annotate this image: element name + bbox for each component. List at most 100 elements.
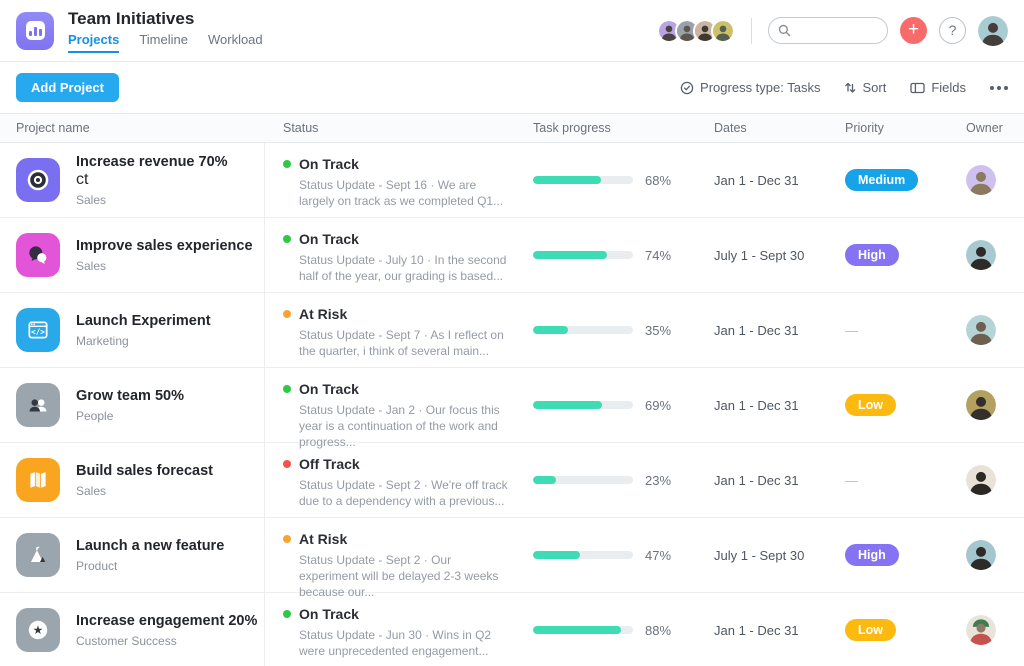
fields-button[interactable]: Fields — [910, 80, 966, 95]
status-dot — [283, 235, 291, 243]
status-dot — [283, 160, 291, 168]
priority-badge[interactable]: High — [845, 544, 899, 566]
project-name[interactable]: Launch Experiment — [76, 313, 211, 329]
project-name[interactable]: Launch a new feature — [76, 538, 225, 554]
avatar[interactable] — [657, 18, 681, 43]
owner-avatar[interactable] — [966, 390, 996, 420]
progress-percent: 88% — [645, 622, 672, 638]
owner-avatar[interactable] — [966, 165, 996, 195]
more-options-button[interactable] — [990, 85, 1008, 90]
table-row[interactable]: Increase revenue 70% ct Sales On Track S… — [0, 143, 1024, 218]
priority-badge[interactable]: High — [845, 244, 899, 266]
table-row[interactable]: Grow team 50% People On Track Status Upd… — [0, 368, 1024, 449]
table-row[interactable]: Build sales forecast Sales Off Track Sta… — [0, 443, 1024, 518]
divider — [751, 17, 752, 44]
project-name[interactable]: Increase engagement 20% — [76, 613, 258, 629]
priority-badge[interactable]: Low — [845, 619, 896, 641]
column-header-task-progress[interactable]: Task progress — [533, 121, 611, 135]
top-header: Team Initiatives Projects Timeline Workl… — [0, 0, 1024, 62]
status-dot — [283, 535, 291, 543]
star-circle-icon: ★ — [16, 608, 60, 652]
project-name[interactable]: Increase revenue 70% — [76, 154, 228, 170]
current-user-avatar[interactable] — [978, 15, 1008, 46]
column-header-project-name[interactable]: Project name — [16, 121, 90, 135]
progress-type-button[interactable]: Progress type: Tasks — [680, 80, 820, 95]
sort-arrows-icon — [845, 82, 856, 93]
column-header-priority[interactable]: Priority — [845, 121, 884, 135]
mountain-flag-icon — [16, 533, 60, 577]
status-label: Off Track — [299, 456, 360, 472]
status-update-text: Status Update - Jan 2 · Our focus this y… — [299, 403, 500, 449]
quick-add-button[interactable]: + — [900, 17, 927, 44]
owner-avatar[interactable] — [966, 615, 996, 645]
date-range: Jan 1 - Dec 31 — [714, 322, 799, 338]
help-button[interactable]: ? — [939, 17, 966, 44]
search-box[interactable] — [768, 17, 888, 44]
table-row[interactable]: </> Launch Experiment Marketing At Risk … — [0, 293, 1024, 368]
date-range: Jan 1 - Dec 31 — [714, 172, 799, 188]
status-update-text: Status Update - Sept 2 · Our experiment … — [299, 553, 499, 599]
avatar[interactable] — [675, 18, 699, 43]
table-row[interactable]: Launch a new feature Product At Risk Sta… — [0, 518, 1024, 599]
table-row[interactable]: ★ Increase engagement 20% Customer Succe… — [0, 593, 1024, 666]
column-header-status[interactable]: Status — [283, 121, 319, 135]
project-team: Customer Success — [76, 634, 177, 648]
date-range: Jan 1 - Dec 31 — [714, 472, 799, 488]
svg-text:★: ★ — [33, 623, 44, 637]
table-row[interactable]: Improve sales experience Sales On Track … — [0, 218, 1024, 293]
progress-percent: 23% — [645, 472, 672, 488]
status-update-text: Status Update - Sept 2 · We're off track… — [299, 478, 508, 508]
status-update-text: Status Update - July 10 · In the second … — [299, 253, 507, 283]
search-input[interactable] — [797, 23, 877, 38]
owner-avatar[interactable] — [966, 240, 996, 270]
owner-avatar[interactable] — [966, 315, 996, 345]
priority-badge[interactable]: Low — [845, 394, 896, 416]
table-header: Project name Status Task progress Dates … — [0, 113, 1024, 143]
fields-card-icon — [910, 82, 925, 93]
people-icon — [16, 383, 60, 427]
owner-avatar[interactable] — [966, 540, 996, 570]
owner-avatar[interactable] — [966, 465, 996, 495]
status-dot — [283, 610, 291, 618]
priority-badge[interactable]: Medium — [845, 169, 919, 191]
team-member-avatars[interactable] — [657, 18, 735, 43]
project-team: Sales — [76, 484, 107, 498]
tab-workload[interactable]: Workload — [207, 31, 263, 47]
sort-button[interactable]: Sort — [844, 80, 886, 95]
progress-percent: 68% — [645, 172, 672, 188]
search-icon — [778, 24, 791, 37]
svg-text:</>: </> — [31, 328, 45, 337]
check-circle-icon — [680, 81, 694, 94]
status-update-text: Status Update - Sept 7 · As I reflect on… — [299, 328, 504, 358]
column-header-owner[interactable]: Owner — [966, 121, 1003, 135]
status-label: On Track — [299, 231, 359, 247]
progress-bar — [533, 626, 633, 634]
progress-bar — [533, 401, 633, 409]
progress-percent: 74% — [645, 247, 672, 263]
project-name[interactable]: Grow team 50% — [76, 388, 184, 404]
progress-percent: 47% — [645, 547, 672, 563]
date-range: Jan 1 - Dec 31 — [714, 622, 799, 638]
page-title: Team Initiatives — [68, 8, 195, 28]
status-label: On Track — [299, 381, 359, 397]
chat-bubbles-icon — [16, 233, 60, 277]
date-range: July 1 - Sept 30 — [714, 247, 805, 263]
column-header-dates[interactable]: Dates — [714, 121, 747, 135]
project-chart-icon — [16, 11, 54, 50]
tab-projects[interactable]: Projects — [68, 32, 120, 53]
code-window-icon: </> — [16, 308, 60, 352]
view-tabs: Projects Timeline Workload — [68, 32, 263, 53]
add-project-button[interactable]: Add Project — [16, 73, 119, 102]
progress-bar — [533, 251, 633, 259]
status-dot — [283, 385, 291, 393]
project-team: Product — [76, 559, 118, 573]
progress-percent: 69% — [645, 397, 672, 413]
project-name[interactable]: Build sales forecast — [76, 463, 213, 479]
status-update-text: Status Update - Jun 30 · Wins in Q2 were… — [299, 628, 492, 658]
avatar[interactable] — [711, 18, 735, 43]
status-label: At Risk — [299, 306, 348, 322]
tab-timeline[interactable]: Timeline — [139, 31, 188, 47]
progress-bar — [533, 476, 633, 484]
status-label: On Track — [299, 606, 359, 622]
project-name[interactable]: Improve sales experience — [76, 238, 253, 254]
